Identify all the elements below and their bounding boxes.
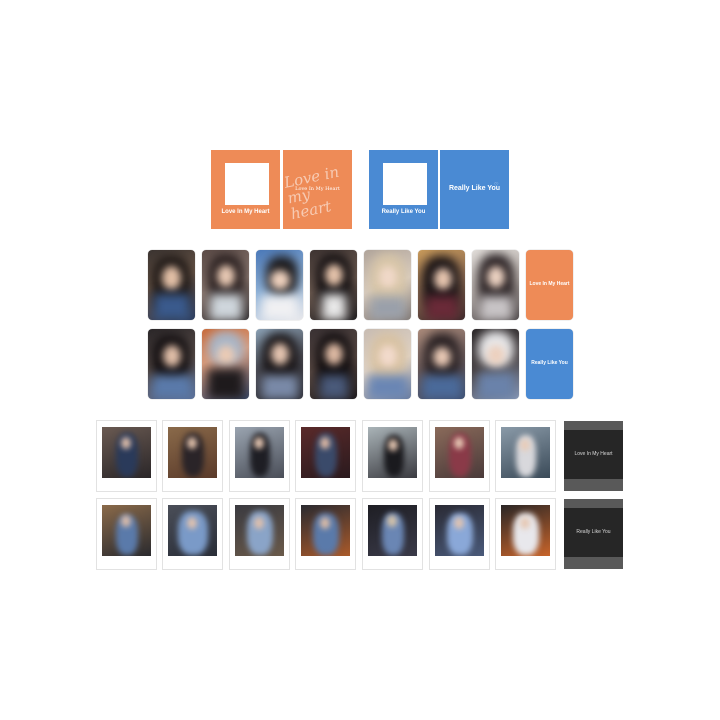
sleeve-blue-back: Really Like You ♡: [440, 150, 509, 229]
polaroid: [163, 421, 222, 491]
photocard: [364, 329, 411, 399]
polaroid-cover-dark: Really Like You: [564, 499, 623, 569]
sleeve-window: [383, 163, 427, 205]
polaroid: [496, 499, 555, 569]
sleeve-orange-back: Love in my heart Love In My Heart: [283, 150, 352, 229]
polaroid: [430, 421, 489, 491]
polaroid-cover-dark: Love In My Heart: [564, 421, 623, 491]
polaroid-cover-panel: [564, 430, 623, 479]
photocard: [364, 250, 411, 320]
polaroid: [496, 421, 555, 491]
photocard: [256, 250, 303, 320]
photocard-cover-blue: Really Like You: [526, 329, 573, 399]
photocard: [418, 250, 465, 320]
polaroid: [230, 421, 289, 491]
polaroid: [363, 499, 422, 569]
photocard: [418, 329, 465, 399]
photocard-cover-title: Really Like You: [531, 360, 568, 366]
polaroid: [296, 499, 355, 569]
sleeve-orange-front: Love In My Heart: [211, 150, 280, 229]
polaroid-cover-panel: [564, 508, 623, 557]
sleeve-title: Love In My Heart: [221, 209, 270, 215]
polaroid: [163, 499, 222, 569]
photocard: [472, 250, 519, 320]
photocard: [256, 329, 303, 399]
sleeve-blue-front: Really Like You: [369, 150, 438, 229]
photocard-cover-orange: Love In My Heart: [526, 250, 573, 320]
sleeve-title: Really Like You: [448, 185, 501, 192]
photocard: [148, 329, 195, 399]
polaroid: [296, 421, 355, 491]
polaroid: [363, 421, 422, 491]
sleeve-title: Love In My Heart: [295, 186, 340, 192]
polaroid: [97, 499, 156, 569]
polaroid: [230, 499, 289, 569]
polaroid: [97, 421, 156, 491]
photocard: [202, 250, 249, 320]
polaroid-cover-title: Love In My Heart: [574, 451, 613, 457]
photocard: [472, 329, 519, 399]
sleeve-window: [225, 163, 269, 205]
polaroid-cover-title: Really Like You: [576, 529, 611, 535]
photocard: [202, 329, 249, 399]
photocard-cover-title: Love In My Heart: [529, 281, 570, 287]
polaroid: [430, 499, 489, 569]
photocard: [310, 329, 357, 399]
sleeve-script-text: Love in my heart: [283, 162, 341, 224]
photocard: [310, 250, 357, 320]
heart-icon: ♡: [494, 182, 499, 188]
sleeve-title: Really Like You: [381, 209, 426, 215]
photocard: [148, 250, 195, 320]
